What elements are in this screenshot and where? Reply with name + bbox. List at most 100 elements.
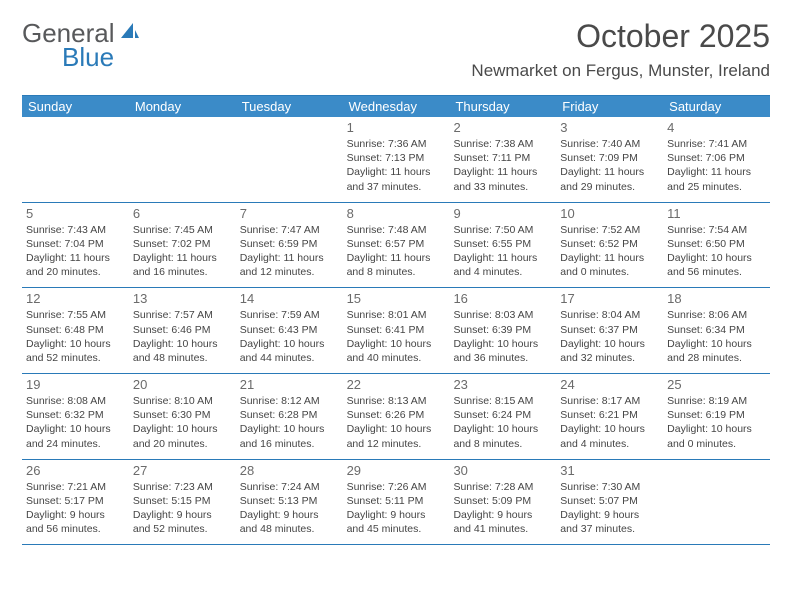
day-number: 11 — [667, 206, 766, 221]
daylight-text: Daylight: 11 hours and 0 minutes. — [560, 251, 659, 279]
daylight-text: Daylight: 10 hours and 24 minutes. — [26, 422, 125, 450]
day-info: Sunrise: 7:55 AMSunset: 6:48 PMDaylight:… — [26, 308, 125, 365]
sunset-text: Sunset: 6:28 PM — [240, 408, 339, 422]
day-number: 17 — [560, 291, 659, 306]
daylight-text: Daylight: 10 hours and 12 minutes. — [347, 422, 446, 450]
sunrise-text: Sunrise: 7:57 AM — [133, 308, 232, 322]
sunset-text: Sunset: 5:09 PM — [453, 494, 552, 508]
day-cell: 10Sunrise: 7:52 AMSunset: 6:52 PMDayligh… — [556, 203, 663, 288]
day-cell: 23 Sunrise: 8:15 AMSunset: 6:24 PMDayligh… — [449, 374, 556, 459]
sunset-text: Sunset: 6:43 PM — [240, 323, 339, 337]
day-cell: 2Sunrise: 7:38 AMSunset: 7:11 PMDaylight… — [449, 117, 556, 202]
sunrise-text: Sunrise: 7:43 AM — [26, 223, 125, 237]
day-info: Sunrise: 8:10 AMSunset: 6:30 PMDaylight:… — [133, 394, 232, 451]
day-number: 15 — [347, 291, 446, 306]
sunset-text: Sunset: 6:59 PM — [240, 237, 339, 251]
day-info: Sunrise: 8:15 AMSunset: 6:24 PMDaylight:… — [453, 394, 552, 451]
day-cell: 4 Sunrise: 7:41 AMSunset: 7:06 PMDaylight… — [663, 117, 770, 202]
daylight-text: Daylight: 10 hours and 28 minutes. — [667, 337, 766, 365]
day-info: Sunrise: 7:41 AMSunset: 7:06 PMDaylight:… — [667, 137, 766, 194]
location: Newmarket on Fergus, Munster, Ireland — [471, 61, 770, 81]
daylight-text: Daylight: 11 hours and 8 minutes. — [347, 251, 446, 279]
daylight-text: Daylight: 10 hours and 20 minutes. — [133, 422, 232, 450]
daylight-text: Daylight: 10 hours and 40 minutes. — [347, 337, 446, 365]
week-row: 12 Sunrise: 7:55 AMSunset: 6:48 PMDayligh… — [22, 288, 770, 374]
day-info: Sunrise: 7:36 AMSunset: 7:13 PMDaylight:… — [347, 137, 446, 194]
day-cell: 6Sunrise: 7:45 AMSunset: 7:02 PMDaylight… — [129, 203, 236, 288]
sunset-text: Sunset: 5:07 PM — [560, 494, 659, 508]
day-info: Sunrise: 7:43 AMSunset: 7:04 PMDaylight:… — [26, 223, 125, 280]
day-cell: 14Sunrise: 7:59 AMSunset: 6:43 PMDayligh… — [236, 288, 343, 373]
sunset-text: Sunset: 7:09 PM — [560, 151, 659, 165]
day-info: Sunrise: 7:57 AMSunset: 6:46 PMDaylight:… — [133, 308, 232, 365]
day-cell: 25Sunrise: 8:19 AMSunset: 6:19 PMDayligh… — [663, 374, 770, 459]
daylight-text: Daylight: 11 hours and 25 minutes. — [667, 165, 766, 193]
day-number: 12 — [26, 291, 125, 306]
day-info: Sunrise: 8:17 AMSunset: 6:21 PMDaylight:… — [560, 394, 659, 451]
sunset-text: Sunset: 6:30 PM — [133, 408, 232, 422]
sunrise-text: Sunrise: 7:36 AM — [347, 137, 446, 151]
sunrise-text: Sunrise: 7:59 AM — [240, 308, 339, 322]
sunset-text: Sunset: 6:41 PM — [347, 323, 446, 337]
day-cell: 1Sunrise: 7:36 AMSunset: 7:13 PMDaylight… — [343, 117, 450, 202]
sunrise-text: Sunrise: 8:10 AM — [133, 394, 232, 408]
week-row: 19Sunrise: 8:08 AMSunset: 6:32 PMDayligh… — [22, 374, 770, 460]
day-cell: 15 Sunrise: 8:01 AMSunset: 6:41 PMDayligh… — [343, 288, 450, 373]
sunset-text: Sunset: 6:26 PM — [347, 408, 446, 422]
sunset-text: Sunset: 6:48 PM — [26, 323, 125, 337]
day-header: Saturday — [663, 96, 770, 117]
day-number: 16 — [453, 291, 552, 306]
sunrise-text: Sunrise: 7:41 AM — [667, 137, 766, 151]
daylight-text: Daylight: 10 hours and 44 minutes. — [240, 337, 339, 365]
day-header-row: Sunday Monday Tuesday Wednesday Thursday… — [22, 96, 770, 117]
day-info: Sunrise: 8:01 AMSunset: 6:41 PMDaylight:… — [347, 308, 446, 365]
day-info: Sunrise: 7:30 AMSunset: 5:07 PMDaylight:… — [560, 480, 659, 537]
daylight-text: Daylight: 10 hours and 36 minutes. — [453, 337, 552, 365]
sunrise-text: Sunrise: 7:45 AM — [133, 223, 232, 237]
day-cell: 19Sunrise: 8:08 AMSunset: 6:32 PMDayligh… — [22, 374, 129, 459]
day-cell: 20Sunrise: 8:10 AMSunset: 6:30 PMDayligh… — [129, 374, 236, 459]
daylight-text: Daylight: 10 hours and 0 minutes. — [667, 422, 766, 450]
sunset-text: Sunset: 5:11 PM — [347, 494, 446, 508]
title-block: October 2025 Newmarket on Fergus, Munste… — [471, 18, 770, 81]
sunset-text: Sunset: 5:15 PM — [133, 494, 232, 508]
sunset-text: Sunset: 6:21 PM — [560, 408, 659, 422]
daylight-text: Daylight: 11 hours and 33 minutes. — [453, 165, 552, 193]
daylight-text: Daylight: 10 hours and 8 minutes. — [453, 422, 552, 450]
day-cell: 9Sunrise: 7:50 AMSunset: 6:55 PMDaylight… — [449, 203, 556, 288]
daylight-text: Daylight: 10 hours and 48 minutes. — [133, 337, 232, 365]
sunset-text: Sunset: 7:04 PM — [26, 237, 125, 251]
week-row: 26Sunrise: 7:21 AMSunset: 5:17 PMDayligh… — [22, 460, 770, 546]
day-number: 27 — [133, 463, 232, 478]
sunset-text: Sunset: 6:34 PM — [667, 323, 766, 337]
day-cell: 26Sunrise: 7:21 AMSunset: 5:17 PMDayligh… — [22, 460, 129, 545]
day-info: Sunrise: 8:03 AMSunset: 6:39 PMDaylight:… — [453, 308, 552, 365]
day-cell: 18Sunrise: 8:06 AMSunset: 6:34 PMDayligh… — [663, 288, 770, 373]
sunset-text: Sunset: 6:32 PM — [26, 408, 125, 422]
day-number: 23 — [453, 377, 552, 392]
day-cell: 21Sunrise: 8:12 AMSunset: 6:28 PMDayligh… — [236, 374, 343, 459]
sunset-text: Sunset: 6:52 PM — [560, 237, 659, 251]
day-cell: 31 Sunrise: 7:30 AMSunset: 5:07 PMDayligh… — [556, 460, 663, 545]
sunset-text: Sunset: 5:17 PM — [26, 494, 125, 508]
sunset-text: Sunset: 6:19 PM — [667, 408, 766, 422]
day-number: 31 — [560, 463, 659, 478]
sunrise-text: Sunrise: 7:54 AM — [667, 223, 766, 237]
day-cell: 7Sunrise: 7:47 AMSunset: 6:59 PMDaylight… — [236, 203, 343, 288]
daylight-text: Daylight: 10 hours and 32 minutes. — [560, 337, 659, 365]
day-cell: 16 Sunrise: 8:03 AMSunset: 6:39 PMDayligh… — [449, 288, 556, 373]
day-cell: 27Sunrise: 7:23 AMSunset: 5:15 PMDayligh… — [129, 460, 236, 545]
daylight-text: Daylight: 9 hours and 41 minutes. — [453, 508, 552, 536]
day-info: Sunrise: 7:24 AMSunset: 5:13 PMDaylight:… — [240, 480, 339, 537]
day-number: 4 — [667, 120, 766, 135]
weeks-container: 1Sunrise: 7:36 AMSunset: 7:13 PMDaylight… — [22, 117, 770, 545]
day-header: Thursday — [449, 96, 556, 117]
day-info: Sunrise: 8:19 AMSunset: 6:19 PMDaylight:… — [667, 394, 766, 451]
daylight-text: Daylight: 10 hours and 52 minutes. — [26, 337, 125, 365]
daylight-text: Daylight: 11 hours and 12 minutes. — [240, 251, 339, 279]
month-title: October 2025 — [471, 18, 770, 55]
day-number: 2 — [453, 120, 552, 135]
day-info: Sunrise: 7:28 AMSunset: 5:09 PMDaylight:… — [453, 480, 552, 537]
week-row: 5Sunrise: 7:43 AMSunset: 7:04 PMDaylight… — [22, 203, 770, 289]
sunset-text: Sunset: 6:46 PM — [133, 323, 232, 337]
